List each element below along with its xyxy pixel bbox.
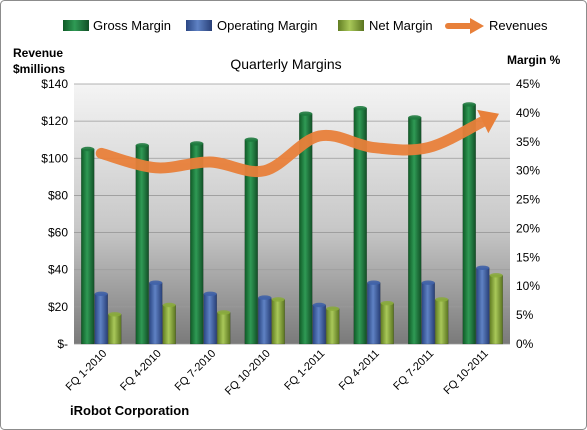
bar-cap-operating-margin	[421, 280, 435, 285]
chart-title: Quarterly Margins	[230, 56, 341, 72]
left-axis-ticks: $- $20 $40 $60 $80 $100 $120 $140	[41, 77, 68, 351]
right-tick-label: 20%	[516, 221, 540, 235]
revenue-line-layer	[95, 109, 499, 178]
bar-cap-net-margin	[108, 312, 122, 317]
bar-operating-margin	[476, 267, 490, 345]
left-tick-label: $40	[48, 263, 68, 277]
bar-cap-gross-margin	[135, 143, 149, 148]
bar-cap-net-margin	[271, 297, 285, 302]
legend-item-net-margin: Net Margin	[338, 18, 433, 33]
left-tick-label: $80	[48, 188, 68, 202]
legend-item-gross-margin: Gross Margin	[63, 18, 171, 33]
left-tick-label: $120	[41, 114, 68, 128]
footer-company-label: iRobot Corporation	[70, 403, 189, 418]
bar-cap-net-margin	[326, 306, 340, 311]
bar-cap-net-margin	[217, 310, 231, 315]
bar-operating-margin	[149, 282, 163, 345]
right-axis-title: Margin %	[507, 53, 561, 67]
right-tick-label: 25%	[516, 193, 540, 207]
legend-item-revenues: Revenues	[445, 18, 548, 34]
left-tick-label: $20	[48, 300, 68, 314]
right-tick-label: 5%	[516, 308, 534, 322]
bar-cap-gross-margin	[81, 146, 95, 152]
bar-cap-net-margin	[162, 302, 176, 308]
bar-cap-operating-margin	[312, 302, 326, 308]
bar-net-margin	[108, 314, 122, 345]
legend-swatch-gross-margin	[63, 20, 89, 31]
right-axis-ticks: 0% 5% 10% 15% 20% 25% 30% 35% 40% 45%	[516, 77, 540, 351]
bar-operating-margin	[421, 282, 435, 345]
bar-operating-margin	[258, 297, 272, 345]
bar-cap-gross-margin	[353, 105, 367, 111]
bar-cap-gross-margin	[462, 102, 476, 107]
legend-arrowhead-revenues	[470, 18, 484, 34]
bar-operating-margin	[203, 293, 217, 345]
right-tick-label: 10%	[516, 279, 540, 293]
bar-gross-margin	[462, 104, 476, 345]
right-tick-label: 40%	[516, 106, 540, 120]
left-tick-label: $60	[48, 226, 68, 240]
bar-gross-margin	[81, 148, 95, 345]
bar-cap-operating-margin	[367, 280, 381, 285]
bar-operating-margin	[367, 282, 381, 345]
bar-cap-operating-margin	[94, 291, 108, 297]
right-tick-label: 0%	[516, 337, 534, 351]
bar-operating-margin	[312, 304, 326, 345]
left-tick-label: $100	[41, 151, 68, 165]
left-tick-label: $-	[57, 337, 68, 351]
bar-net-margin	[326, 308, 340, 345]
line-arrowhead-revenues	[477, 109, 499, 134]
right-tick-label: 30%	[516, 164, 540, 178]
bar-net-margin	[380, 302, 394, 345]
bar-cap-gross-margin	[190, 141, 204, 146]
bar-cap-net-margin	[435, 297, 449, 302]
bar-cap-net-margin	[380, 300, 394, 306]
left-axis-title-line1: Revenue	[13, 46, 63, 60]
bar-net-margin	[162, 304, 176, 345]
bar-gross-margin	[190, 143, 204, 345]
legend-label-gross-margin: Gross Margin	[93, 18, 171, 33]
legend-item-operating-margin: Operating Margin	[186, 18, 317, 33]
bar-cap-operating-margin	[203, 291, 217, 297]
legend-label-net-margin: Net Margin	[369, 18, 433, 33]
right-tick-label: 15%	[516, 250, 540, 264]
bar-cap-gross-margin	[408, 115, 422, 120]
left-axis-title-line2: $millions	[13, 62, 65, 76]
bar-cap-operating-margin	[476, 265, 490, 271]
bar-cap-net-margin	[489, 273, 503, 278]
bar-cap-gross-margin	[244, 137, 258, 142]
legend-label-operating-margin: Operating Margin	[217, 18, 317, 33]
bar-net-margin	[489, 275, 503, 345]
right-tick-label: 35%	[516, 135, 540, 149]
bar-net-margin	[271, 299, 285, 345]
legend-swatch-net-margin	[338, 20, 364, 31]
legend: Gross Margin Operating Margin Net Margin…	[63, 18, 548, 34]
right-tick-label: 45%	[516, 77, 540, 91]
legend-label-revenues: Revenues	[489, 18, 548, 33]
bar-net-margin	[435, 299, 449, 345]
left-tick-label: $140	[41, 77, 68, 91]
bar-net-margin	[217, 312, 231, 345]
line-revenues	[95, 116, 489, 178]
bar-operating-margin	[94, 293, 108, 345]
bar-cap-operating-margin	[258, 295, 272, 300]
bar-gross-margin	[135, 145, 149, 345]
bar-cap-operating-margin	[149, 280, 163, 285]
bar-cap-gross-margin	[299, 111, 313, 116]
legend-swatch-operating-margin	[186, 20, 212, 31]
bars	[81, 102, 503, 345]
